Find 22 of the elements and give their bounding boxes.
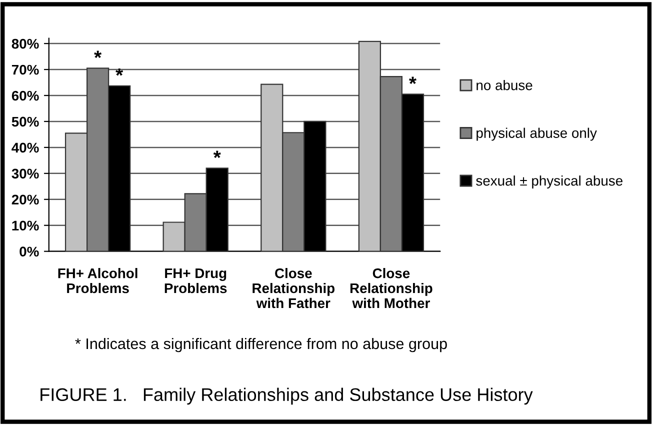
y-tick-label: 0% bbox=[20, 246, 39, 257]
y-tick-label: 50% bbox=[12, 116, 39, 127]
y-tick-label: 20% bbox=[12, 194, 39, 205]
data-label: * bbox=[116, 68, 124, 76]
legend-label: sexual ± physical abuse bbox=[476, 175, 622, 188]
y-tick-label: 10% bbox=[12, 220, 39, 231]
legend-label: physical abuse only bbox=[476, 128, 597, 141]
x-tick-label: Close Relationship with Mother bbox=[350, 268, 432, 308]
y-tick-label: 70% bbox=[12, 64, 39, 75]
y-tick-label: 80% bbox=[12, 38, 39, 49]
y-tick-label: 40% bbox=[12, 142, 39, 153]
x-tick-label: FH+ Alcohol Problems bbox=[58, 268, 138, 294]
x-tick-label: Close Relationship with Father bbox=[252, 268, 335, 308]
text: * Indicates a significant difference from no abuse group bbox=[75, 338, 447, 352]
data-label: * bbox=[408, 76, 416, 84]
legend-label: no abuse bbox=[476, 80, 532, 90]
y-tick-label: 60% bbox=[12, 90, 39, 101]
text: FIGURE 1. Family Relationships and Substance Use History bbox=[40, 388, 533, 405]
x-tick-label: FH+ Drug Problems bbox=[164, 268, 227, 294]
data-label: * bbox=[94, 50, 102, 58]
y-tick-label: 30% bbox=[12, 168, 39, 179]
data-label: * bbox=[213, 150, 221, 158]
